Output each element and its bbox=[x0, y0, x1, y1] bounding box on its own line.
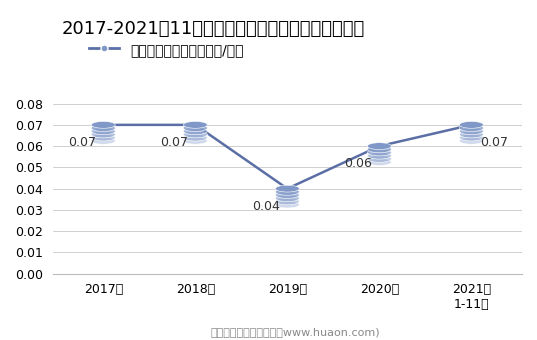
Ellipse shape bbox=[183, 121, 207, 128]
Ellipse shape bbox=[275, 195, 299, 202]
Ellipse shape bbox=[183, 134, 207, 141]
Ellipse shape bbox=[460, 121, 483, 128]
Ellipse shape bbox=[367, 155, 391, 162]
Ellipse shape bbox=[460, 128, 483, 135]
Ellipse shape bbox=[275, 201, 299, 208]
Legend: 豆粕期权成交均价（万元/手）: 豆粕期权成交均价（万元/手） bbox=[83, 37, 249, 63]
Ellipse shape bbox=[183, 125, 207, 132]
Text: 0.07: 0.07 bbox=[481, 136, 509, 149]
Text: 0.06: 0.06 bbox=[344, 157, 372, 170]
Ellipse shape bbox=[367, 146, 391, 153]
Ellipse shape bbox=[183, 137, 207, 144]
Ellipse shape bbox=[460, 134, 483, 141]
Ellipse shape bbox=[183, 131, 207, 138]
Ellipse shape bbox=[367, 143, 391, 150]
Ellipse shape bbox=[91, 128, 115, 135]
Text: 制图：华经产业研究院（www.huaon.com): 制图：华经产业研究院（www.huaon.com) bbox=[211, 327, 380, 337]
Ellipse shape bbox=[91, 131, 115, 138]
Ellipse shape bbox=[183, 128, 207, 135]
Text: 2017-2021年11月大连商品交易所豆粕期权成交均价: 2017-2021年11月大连商品交易所豆粕期权成交均价 bbox=[62, 20, 365, 38]
Ellipse shape bbox=[275, 198, 299, 205]
Ellipse shape bbox=[275, 192, 299, 199]
Ellipse shape bbox=[367, 152, 391, 159]
Ellipse shape bbox=[367, 159, 391, 166]
Ellipse shape bbox=[275, 185, 299, 192]
Text: 0.07: 0.07 bbox=[68, 136, 96, 149]
Ellipse shape bbox=[91, 125, 115, 132]
Text: 0.07: 0.07 bbox=[161, 136, 188, 149]
Ellipse shape bbox=[91, 121, 115, 128]
Text: 0.04: 0.04 bbox=[252, 200, 280, 213]
Ellipse shape bbox=[460, 125, 483, 132]
Ellipse shape bbox=[460, 137, 483, 144]
Ellipse shape bbox=[91, 137, 115, 144]
Ellipse shape bbox=[275, 188, 299, 195]
Ellipse shape bbox=[367, 149, 391, 156]
Ellipse shape bbox=[460, 131, 483, 138]
Ellipse shape bbox=[91, 134, 115, 141]
